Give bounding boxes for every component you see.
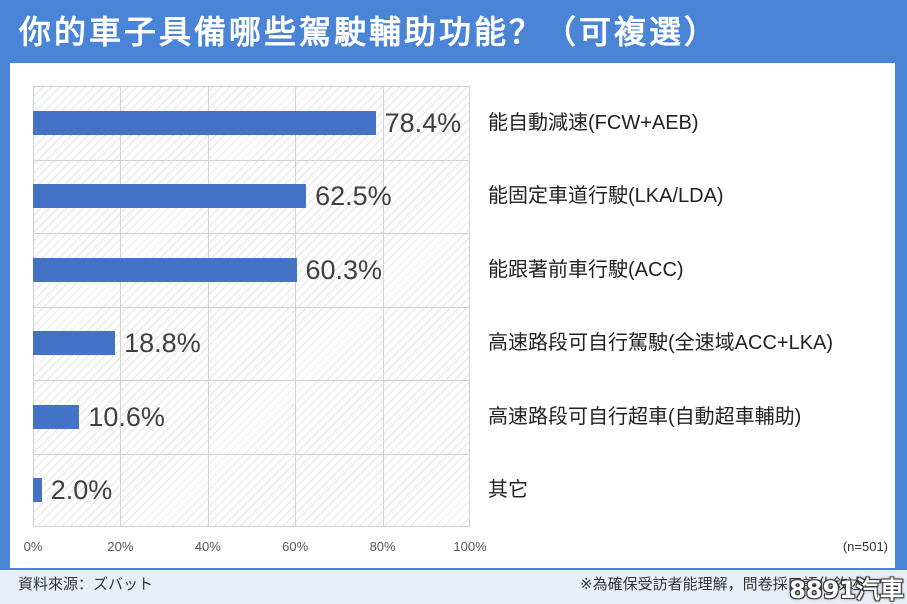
value-label-1: 78.4% <box>384 107 462 138</box>
x-tick-label-80: 80% <box>369 539 396 554</box>
x-tick-label-20: 20% <box>107 539 134 554</box>
category-label-5: 高速路段可自行超車(自動超車輔助) <box>488 405 802 428</box>
row-separator-5 <box>33 454 470 455</box>
sample-size-note: (n=501) <box>842 539 888 554</box>
value-label-2: 62.5% <box>315 181 392 212</box>
category-label-6: 其它 <box>488 479 528 502</box>
category-label-4: 高速路段可自行駕駛(全速域ACC+LKA) <box>488 332 834 355</box>
row-separator-3 <box>33 307 470 308</box>
row-separator-1 <box>33 160 470 161</box>
plot-area <box>33 86 470 527</box>
x-tick-label-0: 0% <box>23 539 43 554</box>
value-label-4: 18.8% <box>124 328 201 359</box>
gridline-x-60 <box>295 86 296 527</box>
value-label-3: 60.3% <box>305 254 383 285</box>
bar-6 <box>33 478 42 503</box>
gridline-x-20 <box>120 86 121 527</box>
x-tick-label-100: 100% <box>453 539 487 554</box>
value-label-5: 10.6% <box>88 401 165 432</box>
value-label-6: 2.0% <box>50 475 113 506</box>
x-tick-label-40: 40% <box>194 539 221 554</box>
category-label-1: 能自動減速(FCW+AEB) <box>488 111 699 134</box>
category-label-3: 能跟著前車行駛(ACC) <box>488 258 684 281</box>
category-label-2: 能固定車道行駛(LKA/LDA) <box>488 185 724 208</box>
data-source: 資料來源：ズバット <box>18 576 154 593</box>
footer: 資料來源：ズバット ※為確保受訪者能理解，問卷採口語化敘述 <box>0 570 907 604</box>
bar-4 <box>33 331 116 356</box>
bar-3 <box>33 257 297 282</box>
bar-5 <box>33 404 80 429</box>
row-separator-2 <box>33 233 470 234</box>
brand-watermark: 8891汽車 <box>789 576 904 604</box>
row-separator-4 <box>33 380 470 381</box>
gridline-x-80 <box>383 86 384 527</box>
page-title: 你的車子具備哪些駕駛輔助功能？（可複選） <box>19 14 720 50</box>
title-bar: 你的車子具備哪些駕駛輔助功能？（可複選） <box>0 0 907 62</box>
bar-2 <box>33 184 307 209</box>
gridline-x-40 <box>208 86 209 527</box>
footer-note: ※為確保受訪者能理解，問卷採口語化敘述 <box>580 576 863 593</box>
bar-1 <box>33 110 376 135</box>
x-tick-label-60: 60% <box>282 539 309 554</box>
